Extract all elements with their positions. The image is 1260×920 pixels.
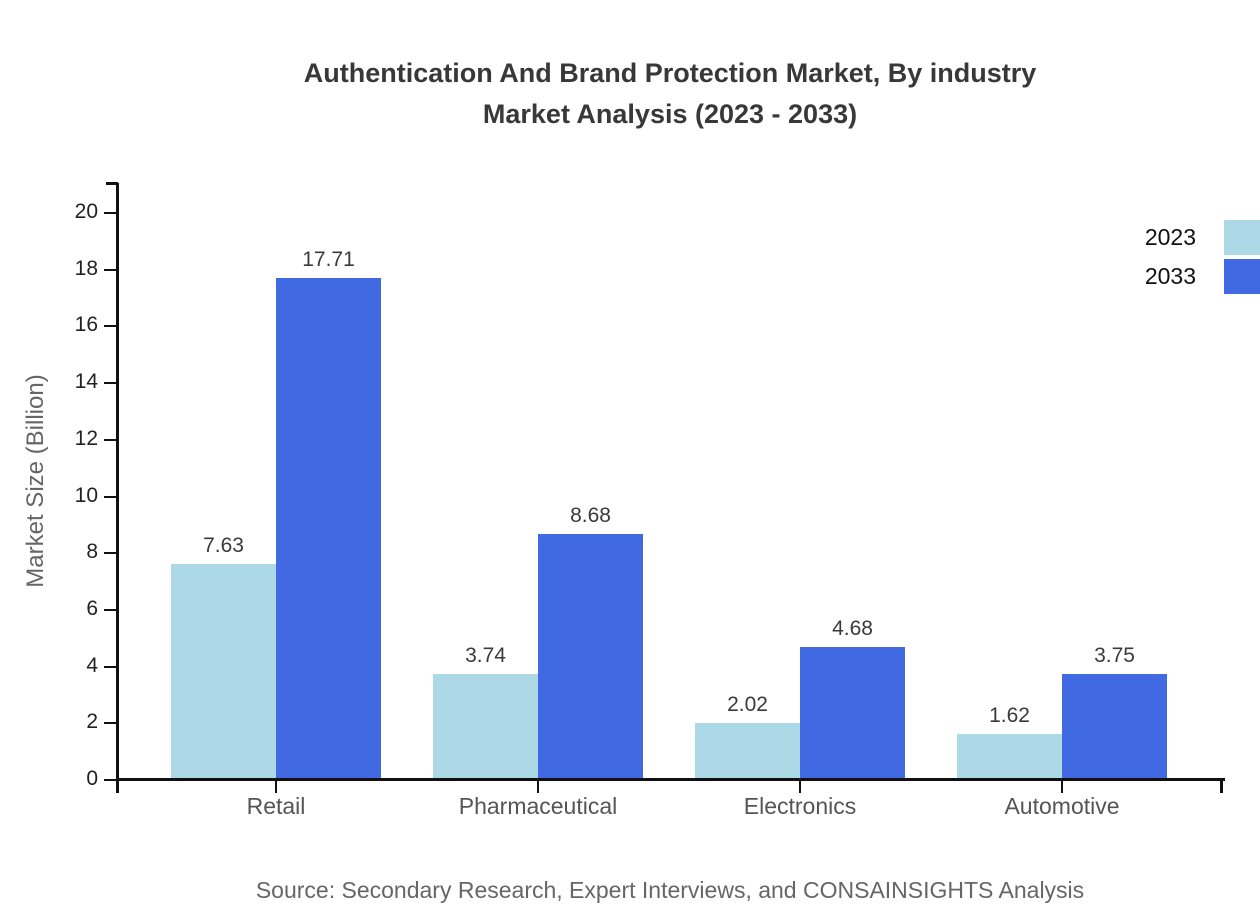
value-label-2033-electronics: 4.68 [832,617,873,640]
source-note: Source: Secondary Research, Expert Inter… [255,877,1085,903]
chart-title-line1: Authentication And Brand Protection Mark… [303,58,1037,88]
y-tick [104,325,118,327]
x-tick [537,780,539,793]
value-label-2033-retail: 17.71 [302,248,355,271]
chart-title-line2: Market Analysis (2023 - 2033) [482,99,858,129]
category-label-retail: Retail [246,793,306,819]
y-tick-label: 18 [74,257,98,280]
value-label-2023-retail: 7.63 [203,534,244,557]
x-tick [799,780,801,793]
value-label-2033-automotive: 3.75 [1094,644,1135,667]
value-label-2023-pharmaceutical: 3.74 [465,644,506,667]
value-label-2033-pharmaceutical: 8.68 [570,504,611,527]
y-tick [104,496,118,498]
y-tick-label: 10 [74,484,98,507]
y-tick-label: 4 [86,654,98,677]
y-tick [104,609,118,611]
legend-swatch-2033 [1224,259,1260,294]
bar-2023-automotive [957,734,1062,780]
y-tick-label: 6 [86,597,98,620]
x-axis-line [116,778,1225,781]
bar-2033-electronics [800,647,905,780]
y-tick [104,212,118,214]
legend-swatch-2023 [1224,220,1260,255]
y-tick-label: 16 [74,313,98,336]
chart-title: Authentication And Brand Protection Mark… [80,53,1260,135]
x-axis-end-cap [1220,778,1223,793]
y-axis-line [116,183,119,793]
bar-2023-pharmaceutical [433,674,538,780]
legend-label-2033: 2033 [1144,263,1196,289]
category-label-automotive: Automotive [1004,793,1120,819]
y-tick [104,779,118,781]
value-label-2023-automotive: 1.62 [989,704,1030,727]
y-tick [104,666,118,668]
category-label-electronics: Electronics [743,793,857,819]
y-tick-label: 2 [86,710,98,733]
x-tick [275,780,277,793]
value-label-2023-electronics: 2.02 [727,693,768,716]
y-tick [104,552,118,554]
y-tick-label: 0 [86,767,98,790]
bar-2033-retail [276,278,381,780]
y-tick [104,722,118,724]
y-tick-label: 8 [86,540,98,563]
bar-2023-electronics [695,723,800,780]
y-tick-label: 20 [74,200,98,223]
y-tick-label: 14 [74,370,98,393]
legend-label-2023: 2023 [1144,224,1196,250]
bar-2033-automotive [1062,674,1167,780]
category-label-pharmaceutical: Pharmaceutical [458,793,618,819]
y-tick [104,439,118,441]
bar-2033-pharmaceutical [538,534,643,780]
x-tick [1061,780,1063,793]
bar-2023-retail [171,564,276,780]
y-tick [104,382,118,384]
y-tick [104,269,118,271]
y-axis-top-cap [106,182,118,185]
y-tick-label: 12 [74,427,98,450]
